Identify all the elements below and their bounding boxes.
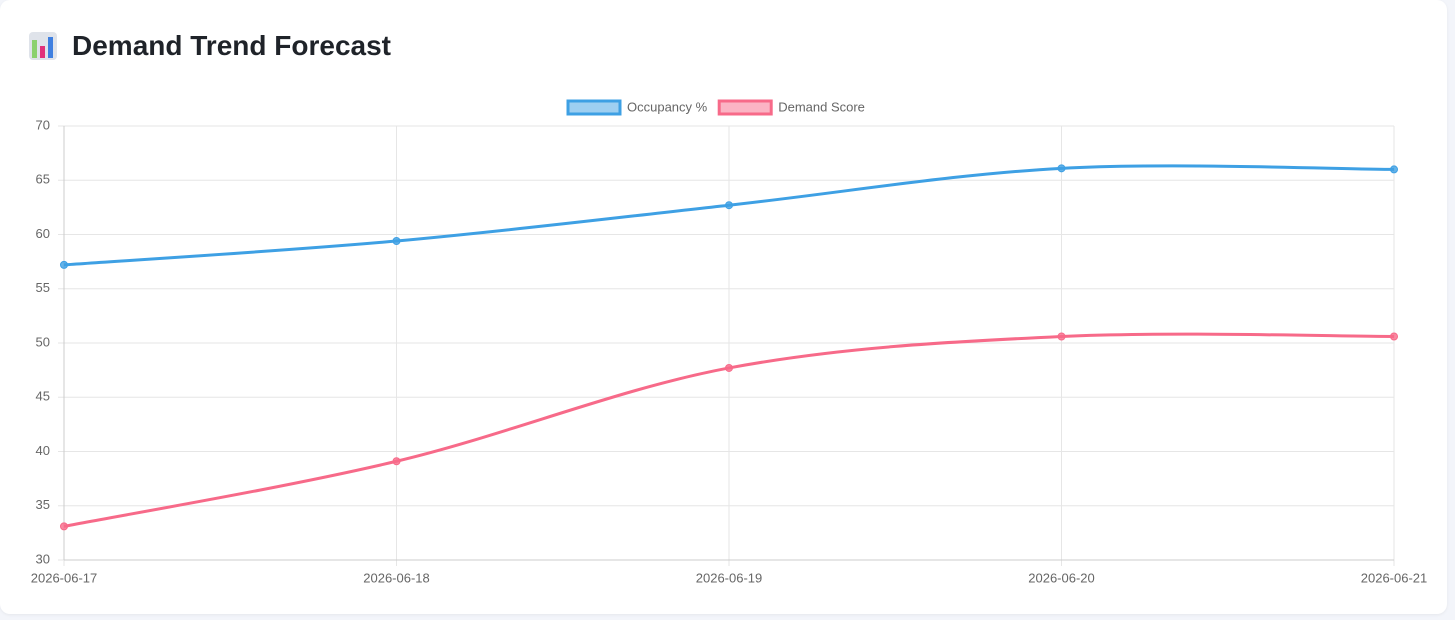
title: Demand Trend Forecast (72, 30, 391, 61)
legend-swatch (566, 99, 622, 116)
point (725, 201, 733, 210)
point (1390, 332, 1398, 341)
y-tick-label: 40 (36, 443, 50, 458)
point (392, 237, 401, 246)
point (60, 522, 68, 531)
legend-label: Occupancy % (627, 99, 708, 114)
x-tick-label: 2026-06-17 (31, 570, 98, 585)
point (1057, 332, 1066, 341)
y-tick-label: 60 (36, 226, 50, 241)
chart-icon (29, 32, 57, 60)
y-tick-label: 55 (36, 280, 50, 295)
legend-label: Demand Score (778, 99, 865, 114)
x-tick-label: 2026-06-20 (1028, 570, 1095, 585)
y-tick-label: 35 (36, 497, 50, 512)
y-tick-label: 45 (36, 389, 50, 404)
legend-swatch (717, 99, 773, 116)
header: Demand Trend Forecast (28, 30, 391, 62)
x-tick-label: 2026-06-19 (696, 570, 763, 585)
point (725, 363, 733, 372)
point (1057, 164, 1066, 173)
y-tick-label: 30 (36, 551, 50, 566)
y-tick-label: 50 (36, 334, 50, 349)
x-tick-label: 2026-06-21 (1361, 570, 1428, 585)
point (1390, 165, 1398, 174)
y-tick-label: 70 (36, 117, 50, 132)
point (60, 260, 68, 269)
y-tick-label: 65 (36, 172, 50, 187)
x-tick-label: 2026-06-18 (363, 570, 430, 585)
point (392, 457, 401, 466)
